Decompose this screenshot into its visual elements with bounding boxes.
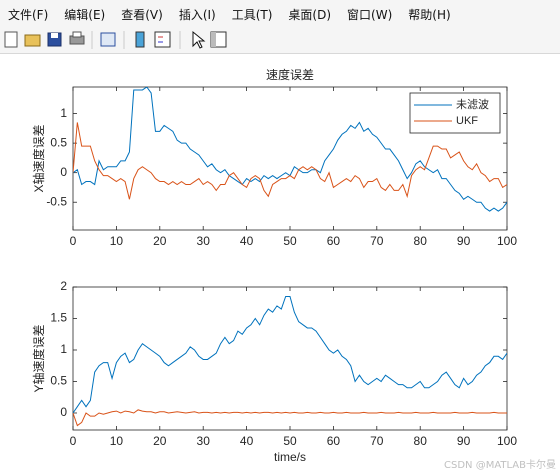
x-tick-label: 100	[497, 234, 517, 248]
x-tick-label: 10	[110, 434, 124, 448]
x-tick-label: 30	[197, 434, 211, 448]
x-tick-label: 20	[153, 234, 167, 248]
watermark: CSDN @MATLAB卡尔曼	[444, 460, 556, 471]
x-tick-label: 60	[327, 234, 341, 248]
x-tick-label: 10	[110, 234, 124, 248]
legend-label: 未滤波	[456, 98, 489, 111]
toolbar-icons	[4, 30, 227, 49]
menu-item[interactable]: 窗口(W)	[347, 8, 393, 22]
series-line	[73, 122, 507, 200]
save-icon[interactable]	[47, 32, 62, 47]
legend-label: UKF	[456, 115, 478, 127]
new-icon[interactable]	[4, 31, 18, 48]
axes-box	[72, 286, 508, 431]
x-tick-label: 20	[153, 434, 167, 448]
y-tick-label: 1	[60, 342, 67, 356]
y-tick-label: 1	[60, 106, 67, 120]
x-tick-label: 80	[414, 434, 428, 448]
x-tick-label: 0	[70, 434, 77, 448]
menu-item[interactable]: 查看(V)	[121, 8, 163, 22]
open-icon[interactable]	[24, 34, 41, 47]
pointer-icon[interactable]	[192, 30, 206, 49]
figure-canvas: 0 10 20 30 40 50 60 70 80 90 100-0.500.51速度误差X轴速度误…	[31, 67, 517, 464]
plot-area	[73, 295, 507, 427]
x-tick-label: 100	[497, 434, 517, 448]
y-tick-label: 2	[60, 279, 67, 293]
x-tick-label: 40	[240, 234, 254, 248]
y-tick-label: 0.5	[50, 135, 67, 149]
x-tick-label: 70	[370, 434, 384, 448]
menu-item[interactable]: 帮助(H)	[408, 8, 451, 22]
menu-item[interactable]: 文件(F)	[8, 8, 49, 22]
legend-icon[interactable]	[154, 31, 171, 48]
legend-box	[409, 92, 501, 134]
x-tick-label: 80	[414, 234, 428, 248]
menu-item[interactable]: 工具(T)	[231, 8, 273, 22]
y-axis-label: X轴速度误差	[31, 124, 46, 192]
x-tick-label: 50	[283, 234, 297, 248]
x-tick-label: 70	[370, 234, 384, 248]
colorbar-icon[interactable]	[135, 31, 145, 48]
x-tick-label: 60	[327, 434, 341, 448]
menu-item[interactable]: 桌面(D)	[288, 8, 332, 22]
x-axis-label: time/s	[274, 450, 306, 464]
property-editor-icon[interactable]	[210, 31, 227, 48]
x-tick-label: 30	[197, 234, 211, 248]
y-tick-label: 0	[60, 405, 67, 419]
x-tick-label: 90	[457, 234, 471, 248]
x-tick-label: 50	[283, 434, 297, 448]
x-tick-label: 40	[240, 434, 254, 448]
x-tick-label: 0	[70, 234, 77, 248]
y-tick-label: 1.5	[50, 311, 67, 325]
series-line	[73, 409, 507, 427]
y-tick-label: 0.5	[50, 374, 67, 388]
menu-item[interactable]: 编辑(E)	[64, 8, 106, 22]
y-tick-label: 0	[60, 165, 67, 179]
print-icon[interactable]	[69, 31, 85, 45]
series-line	[73, 295, 507, 414]
menu-bar: 文件(F) 编辑(E) 查看(V) 插入(I) 工具(T) 桌面(D) 窗口(W) 帮助(H)	[0, 0, 560, 27]
menu-item[interactable]: 插入(I)	[178, 8, 216, 22]
x-tick-label: 90	[457, 434, 471, 448]
link-icon[interactable]	[100, 32, 116, 47]
plot-area	[73, 87, 507, 212]
toolbar	[0, 27, 560, 54]
y-axis-label: Y轴速度误差	[31, 324, 46, 392]
y-tick-label: -0.5	[46, 194, 67, 208]
chart-title: 速度误差	[266, 67, 314, 82]
